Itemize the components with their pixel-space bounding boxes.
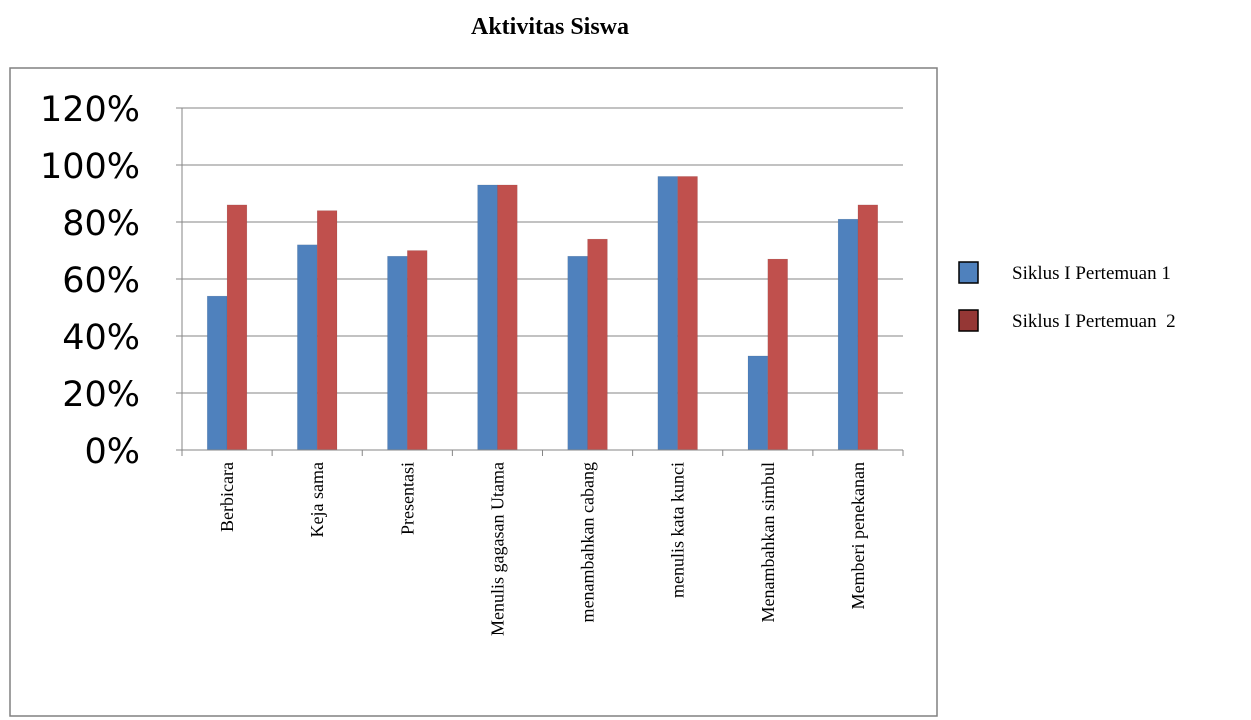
bar [316,210,338,451]
bar [407,250,428,451]
legend-label: Siklus I Pertemuan 2 [1012,311,1176,332]
chart-title: Aktivitas Siswa [470,14,630,40]
bar [837,218,859,451]
y-tick-label: 20% [62,375,140,415]
category-label: menambahkan cabang [578,462,598,622]
category-label: Menulis gagasan Utama [487,462,507,636]
bar [657,176,678,451]
y-tick-label: 60% [62,261,140,301]
bar [387,255,408,451]
bar [587,238,608,451]
category-label: Presentasi [397,462,417,535]
category-label: Memberi penekanan [848,462,868,609]
bar [297,244,318,451]
legend: Siklus I Pertemuan 1 Siklus I Pertemuan 2 [958,261,1176,332]
legend-swatch [958,309,979,332]
y-tick-label: 100% [40,147,140,187]
category-label: Keja sama [307,462,327,537]
y-tick-label: 80% [62,204,140,244]
bars [206,176,879,451]
bar [477,184,498,451]
y-tick-label: 120% [40,90,140,130]
bar [857,204,879,451]
bar [226,204,248,451]
legend-label: Siklus I Pertemuan 1 [1012,263,1171,284]
bar [747,355,769,451]
category-label: Menambahkan simbul [758,462,778,622]
bar [767,258,788,451]
bar [567,255,588,451]
axes [181,108,904,456]
bar [206,295,228,451]
bar [677,176,698,451]
category-label: Berbicara [217,462,237,532]
y-axis-ticks: 0% 20% 40% 60% 80% 100% 120% [40,90,182,472]
category-labels: Berbicara Keja sama Presentasi Menulis gaga… [217,462,868,636]
legend-swatch [958,261,979,284]
y-tick-label: 40% [62,318,140,358]
bar [497,184,518,451]
category-label: menulis kata kunci [668,462,688,598]
y-tick-label: 0% [84,432,140,472]
